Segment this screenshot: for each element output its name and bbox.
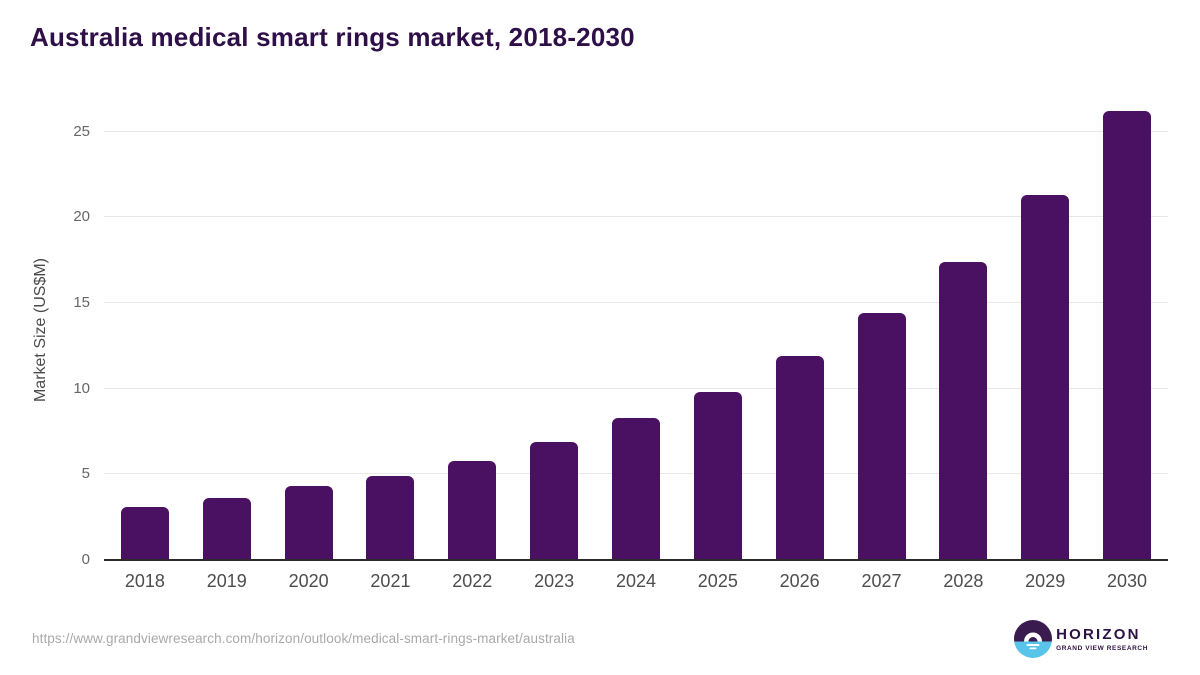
x-tick-label: 2019 [206,571,247,591]
chart-title: Australia medical smart rings market, 20… [30,22,635,52]
y-tick-label: 0 [81,551,90,568]
gridline [104,216,1168,218]
x-tick-label: 2027 [861,571,902,591]
x-tick-label: 2028 [943,571,984,591]
bar-slot [841,95,923,560]
x-tick-label: 2025 [697,571,738,591]
gridline [104,387,1168,389]
bar-slot [268,95,350,560]
bar-slot [431,95,513,560]
bar-2027 [857,313,906,560]
x-axis-labels: 2018 2019 2020 2021 2022 2023 2024 2025 2026 2027… [104,571,1168,592]
bar-2030 [1103,110,1152,560]
source-url: https://www.grandviewresearch.com/horizo… [32,631,575,646]
bar-2029 [1021,194,1070,560]
gridline [104,301,1168,303]
bar-2018 [120,506,169,560]
bar-slot [677,95,759,560]
bar-slot [186,95,268,560]
bar-2028 [939,261,988,560]
x-tick-label: 2018 [124,571,165,591]
bar-slot [922,95,1004,560]
gridline [104,130,1168,132]
bar-2026 [775,356,824,560]
y-tick-label: 10 [73,379,90,397]
x-tick-label: 2029 [1025,571,1066,591]
bar-slot [513,95,595,560]
bar-2021 [366,476,415,560]
x-tick-label: 2021 [370,571,411,591]
bar-2020 [284,486,333,560]
bar-slot [595,95,677,560]
x-tick-label: 2023 [534,571,575,591]
x-axis-line [104,559,1168,561]
bar-2023 [530,441,579,560]
x-tick-label: 2030 [1107,571,1148,591]
bar-slot [1086,95,1168,560]
plot-area: 0 5 10 15 20 25 2018 2019 2020 2021 2022 2023 2024 2… [73,95,1168,591]
bar-2025 [693,392,742,560]
bar-slot [759,95,841,560]
y-tick-label: 5 [81,465,90,483]
y-tick-label: 15 [73,293,90,311]
x-tick-label: 2026 [779,571,820,591]
logo-name: HORIZON [1056,625,1141,643]
horizon-logo-text: HORIZON GRAND VIEW RESEARCH [1056,627,1148,652]
bar-2022 [448,460,497,560]
logo-subtitle: GRAND VIEW RESEARCH [1056,644,1148,652]
bar-slot [104,95,186,560]
x-tick-label: 2024 [615,571,656,591]
bar-slot [1004,95,1086,560]
bar-series [104,95,1168,560]
y-tick-label: 20 [73,208,90,226]
bar-slot [350,95,432,560]
y-tick-label: 25 [73,122,90,140]
x-tick-label: 2020 [288,571,329,591]
bar-2019 [202,498,251,560]
x-tick-label: 2022 [452,571,493,591]
bar-2024 [611,417,660,560]
horizon-logo: HORIZON GRAND VIEW RESEARCH [1014,619,1148,659]
horizon-logo-icon [1014,620,1053,658]
